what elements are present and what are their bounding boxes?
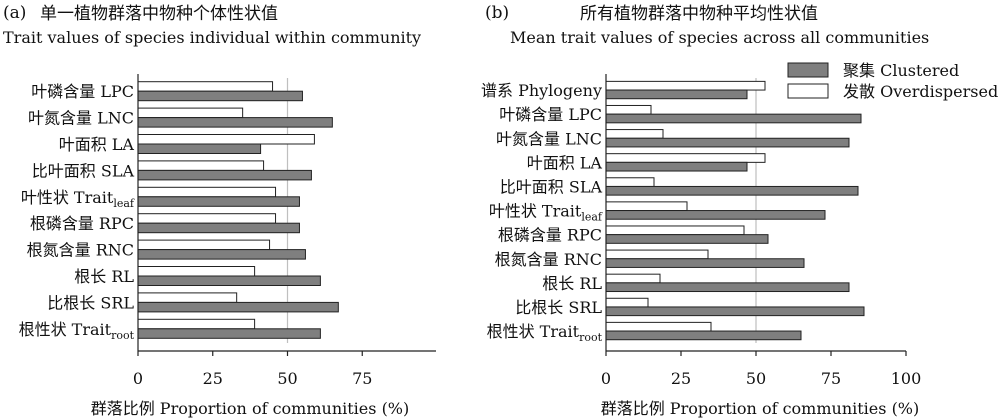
bar-overdispersed bbox=[605, 273, 661, 284]
bar-clustered bbox=[137, 143, 262, 154]
bar-overdispersed bbox=[605, 80, 766, 91]
category-label: 叶性状 Traitleaf bbox=[489, 202, 603, 224]
category-label: 比叶面积 SLA bbox=[500, 177, 603, 196]
bar-overdispersed bbox=[137, 318, 256, 330]
bar-clustered bbox=[605, 210, 826, 220]
bar-clustered bbox=[137, 222, 300, 234]
panel-a-title-cn: 单一植物群落中物种个体性状值 bbox=[40, 4, 278, 24]
bar-overdispersed bbox=[137, 134, 315, 145]
x-tick-label: 100 bbox=[891, 369, 922, 388]
x-tick-label: 0 bbox=[601, 369, 611, 388]
category-label: 根性状 Traitroot bbox=[19, 320, 135, 342]
category-label: 根长 RL bbox=[542, 274, 602, 293]
category-label: 叶面积 LA bbox=[59, 135, 135, 154]
bar-overdispersed bbox=[137, 239, 271, 251]
bar-overdispersed bbox=[137, 213, 277, 224]
bar-overdispersed bbox=[137, 81, 274, 92]
category-label: 根磷含量 RPC bbox=[498, 226, 602, 245]
panel-b-letter: (b) bbox=[485, 3, 509, 23]
category-label: 叶性状 Traitleaf bbox=[21, 188, 135, 210]
category-label: 比根长 SRL bbox=[47, 293, 134, 312]
bar-clustered bbox=[605, 234, 769, 244]
bar-clustered bbox=[605, 258, 805, 268]
category-label: 比根长 SRL bbox=[515, 298, 602, 317]
panel-b-plot: 谱系 Phylogeny 叶磷含量 LPC 叶氮含量 LNC 叶面积 LA 比叶面积 S… bbox=[481, 74, 921, 388]
x-tick-label: 25 bbox=[671, 369, 691, 388]
category-label: 叶氮含量 LNC bbox=[28, 109, 134, 128]
category-label: 叶氮含量 LNC bbox=[496, 129, 602, 148]
bar-clustered bbox=[137, 301, 339, 313]
panel-b-xlabel: 群落比例 Proportion of communities (%) bbox=[601, 399, 920, 418]
bar-clustered bbox=[605, 113, 862, 124]
bar-overdispersed bbox=[137, 186, 277, 198]
x-tick-label: 50 bbox=[746, 369, 766, 388]
bar-overdispersed bbox=[605, 201, 688, 212]
bar-overdispersed bbox=[605, 321, 712, 332]
bar-overdispersed bbox=[605, 297, 649, 308]
bar-clustered bbox=[605, 282, 850, 293]
bar-clustered bbox=[137, 117, 333, 128]
bar-overdispersed bbox=[137, 266, 256, 277]
legend-swatch-overdispersed bbox=[787, 83, 829, 99]
bar-clustered bbox=[137, 90, 303, 102]
panel-a-xlabel: 群落比例 Proportion of communities (%) bbox=[91, 399, 410, 418]
bar-clustered bbox=[137, 169, 312, 181]
bar-overdispersed bbox=[605, 153, 766, 163]
bar-clustered bbox=[137, 196, 300, 207]
legend: 聚集 Clustered 发散 Overdispersed bbox=[787, 61, 998, 101]
legend-swatch-clustered bbox=[787, 62, 829, 78]
panel-a-letter: (a) bbox=[3, 3, 26, 23]
category-label: 叶面积 LA bbox=[527, 153, 603, 172]
category-label: 谱系 Phylogeny bbox=[481, 81, 602, 100]
bar-clustered bbox=[605, 161, 748, 172]
panel-b-title-en: Mean trait values of species across all … bbox=[510, 28, 929, 47]
x-tick-label: 50 bbox=[277, 369, 297, 388]
bar-overdispersed bbox=[605, 249, 709, 260]
category-label: 叶磷含量 LPC bbox=[31, 82, 134, 101]
legend-label-overdispersed: 发散 Overdispersed bbox=[843, 82, 998, 101]
x-tick-label: 0 bbox=[133, 369, 143, 388]
bar-clustered bbox=[605, 185, 859, 196]
category-label: 比叶面积 SLA bbox=[32, 161, 135, 180]
category-label: 根磷含量 RPC bbox=[30, 214, 134, 233]
category-label: 根氮含量 RNC bbox=[27, 241, 134, 260]
bar-overdispersed bbox=[605, 225, 745, 236]
bar-clustered bbox=[605, 306, 865, 317]
panel-a-plot: 叶磷含量 LPC 叶氮含量 LNC 叶面积 LA 比叶面积 SLA 叶性状 Traitl… bbox=[19, 74, 436, 388]
bar-clustered bbox=[137, 275, 321, 286]
x-tick-label: 25 bbox=[203, 369, 223, 388]
bar-overdispersed bbox=[605, 104, 652, 115]
bar-clustered bbox=[605, 89, 748, 100]
bar-clustered bbox=[137, 249, 306, 260]
category-label: 根氮含量 RNC bbox=[495, 250, 602, 269]
legend-label-clustered: 聚集 Clustered bbox=[843, 61, 959, 80]
bar-overdispersed bbox=[137, 292, 238, 303]
bar-overdispersed bbox=[605, 177, 655, 187]
bar-clustered bbox=[605, 137, 850, 148]
bar-overdispersed bbox=[137, 160, 265, 171]
category-label: 根性状 Traitroot bbox=[487, 322, 603, 344]
panel-b-title-cn: 所有植物群落中物种平均性状值 bbox=[580, 4, 818, 24]
bar-overdispersed bbox=[137, 107, 244, 119]
category-label: 叶磷含量 LPC bbox=[499, 105, 602, 124]
category-label: 根长 RL bbox=[74, 267, 134, 286]
panel-a-title-en: Trait values of species individual withi… bbox=[3, 28, 421, 47]
bar-overdispersed bbox=[605, 129, 664, 139]
x-tick-label: 75 bbox=[821, 369, 841, 388]
bar-clustered bbox=[605, 330, 802, 341]
x-tick-label: 75 bbox=[352, 369, 372, 388]
bar-clustered bbox=[137, 328, 321, 339]
